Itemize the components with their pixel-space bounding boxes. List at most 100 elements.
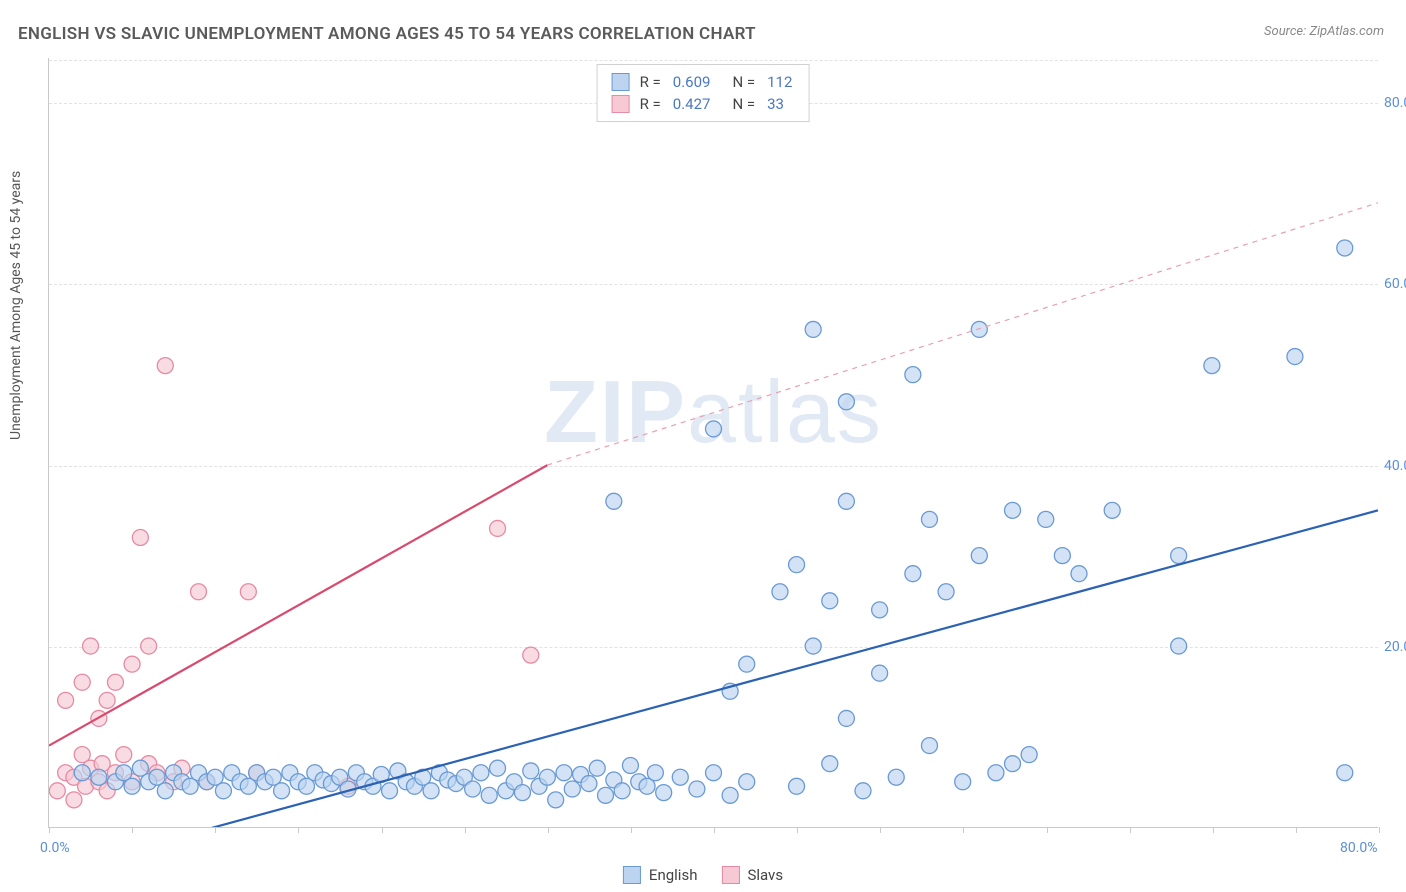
scatter-point <box>822 756 838 772</box>
scatter-point <box>606 493 622 509</box>
legend-label: English <box>649 866 698 884</box>
x-tick <box>1130 827 1131 833</box>
scatter-point <box>490 520 506 536</box>
scatter-point <box>274 783 290 799</box>
legend-n-label: N = <box>732 95 755 113</box>
legend-item: Slavs <box>721 866 783 884</box>
scatter-point <box>1337 765 1353 781</box>
legend-r-value: 0.427 <box>673 95 711 113</box>
scatter-point <box>988 765 1004 781</box>
scatter-point <box>838 710 854 726</box>
scatter-point <box>971 548 987 564</box>
trend-line <box>547 203 1378 465</box>
scatter-point <box>215 783 231 799</box>
legend-row: R = 0.609 N = 112 <box>612 71 795 93</box>
legend-n-value: 112 <box>767 73 792 91</box>
scatter-point <box>107 674 123 690</box>
legend-n-value: 33 <box>767 95 784 113</box>
legend-item: English <box>623 866 698 884</box>
scatter-point <box>789 778 805 794</box>
scatter-point <box>789 557 805 573</box>
x-tick <box>880 827 881 833</box>
scatter-point <box>83 638 99 654</box>
y-tick-label: 60.0% <box>1384 276 1406 292</box>
source-value: ZipAtlas.com <box>1309 24 1384 39</box>
scatter-point <box>1171 638 1187 654</box>
scatter-point <box>124 656 140 672</box>
scatter-point <box>905 367 921 383</box>
legend-label: Slavs <box>747 866 783 884</box>
plot-area: ZIPatlas 80.0%60.0%40.0%20.0% <box>48 58 1378 828</box>
scatter-point <box>589 760 605 776</box>
x-tick <box>1213 827 1214 833</box>
y-axis-label: Unemployment Among Ages 45 to 54 years <box>8 171 24 440</box>
scatter-point <box>872 665 888 681</box>
x-tick <box>1379 827 1380 833</box>
scatter-point <box>157 783 173 799</box>
scatter-point <box>66 792 82 808</box>
scatter-point <box>689 781 705 797</box>
source-attribution: Source: ZipAtlas.com <box>1264 24 1384 39</box>
scatter-point <box>74 674 90 690</box>
scatter-point <box>921 511 937 527</box>
scatter-point <box>955 774 971 790</box>
scatter-point <box>838 394 854 410</box>
scatter-point <box>739 774 755 790</box>
scatter-point <box>581 776 597 792</box>
scatter-point <box>423 783 439 799</box>
scatter-point <box>656 785 672 801</box>
scatter-point <box>772 584 788 600</box>
scatter-point <box>1021 747 1037 763</box>
scatter-point <box>490 760 506 776</box>
scatter-point <box>49 783 65 799</box>
scatter-point <box>382 783 398 799</box>
scatter-point <box>556 765 572 781</box>
scatter-point <box>1005 502 1021 518</box>
scatter-point <box>872 602 888 618</box>
x-tick <box>465 827 466 833</box>
y-tick-label: 40.0% <box>1384 458 1406 474</box>
scatter-point <box>157 358 173 374</box>
x-axis-min-label: 0.0% <box>40 840 70 856</box>
scatter-point <box>805 321 821 337</box>
scatter-point <box>99 692 115 708</box>
x-tick <box>963 827 964 833</box>
scatter-point <box>1038 511 1054 527</box>
scatter-point <box>706 421 722 437</box>
scatter-point <box>124 778 140 794</box>
scatter-point <box>598 787 614 803</box>
legend-swatch <box>612 95 630 113</box>
scatter-point <box>1005 756 1021 772</box>
series-legend: English Slavs <box>623 866 783 884</box>
scatter-point <box>481 787 497 803</box>
scatter-point <box>523 763 539 779</box>
x-tick <box>1047 827 1048 833</box>
scatter-point <box>888 769 904 785</box>
correlation-legend: R = 0.609 N = 112 R = 0.427 N = 33 <box>597 64 810 122</box>
x-tick <box>631 827 632 833</box>
x-axis-max-label: 80.0% <box>1340 840 1406 856</box>
scatter-point <box>1337 240 1353 256</box>
legend-n-label: N = <box>732 73 755 91</box>
scatter-point <box>564 781 580 797</box>
legend-r-label: R = <box>640 95 661 113</box>
scatter-point <box>132 530 148 546</box>
scatter-point <box>1171 548 1187 564</box>
scatter-point <box>1071 566 1087 582</box>
x-tick <box>382 827 383 833</box>
scatter-point <box>548 792 564 808</box>
scatter-point <box>614 783 630 799</box>
y-tick-label: 80.0% <box>1384 95 1406 111</box>
scatter-point <box>622 757 638 773</box>
scatter-point <box>514 785 530 801</box>
legend-row: R = 0.427 N = 33 <box>612 93 795 115</box>
x-tick <box>548 827 549 833</box>
scatter-point <box>116 747 132 763</box>
scatter-point <box>905 566 921 582</box>
scatter-point <box>58 692 74 708</box>
y-tick-label: 20.0% <box>1384 639 1406 655</box>
x-tick <box>215 827 216 833</box>
x-tick <box>132 827 133 833</box>
scatter-point <box>855 783 871 799</box>
legend-swatch <box>721 866 739 884</box>
